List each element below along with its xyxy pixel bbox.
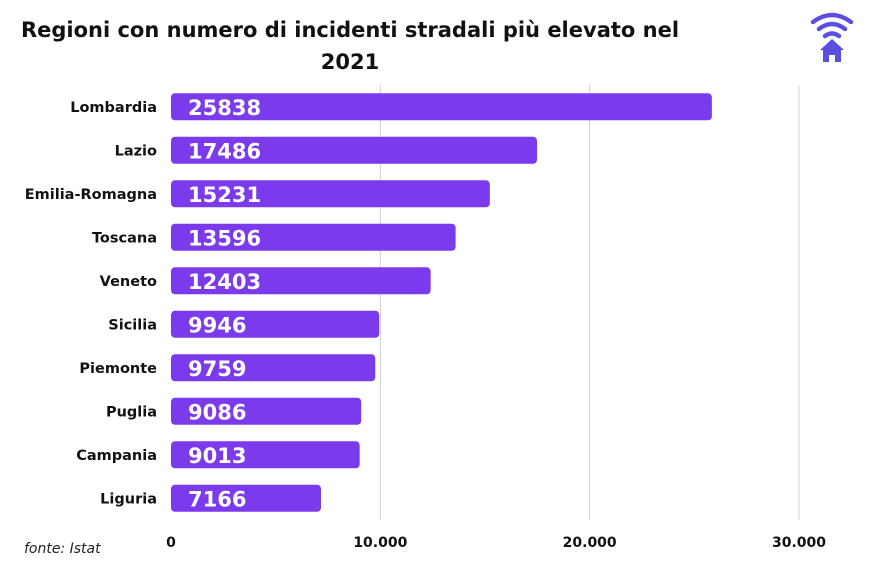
x-tick-label: 10.000 — [353, 535, 407, 551]
category-label: Piemonte — [79, 361, 157, 377]
x-tick-label: 20.000 — [563, 535, 617, 551]
bar — [171, 180, 490, 208]
chart-title: Regioni con numero di incidenti stradali… — [20, 18, 680, 74]
x-tick-label: 30.000 — [772, 535, 826, 551]
bar — [171, 354, 376, 382]
bar — [171, 267, 431, 295]
data-label: 9013 — [188, 444, 246, 468]
category-label: Liguria — [100, 491, 157, 507]
data-label: 9759 — [188, 357, 246, 381]
data-label: 12403 — [188, 270, 261, 294]
category-label: Sicilia — [108, 317, 157, 333]
bar — [171, 93, 712, 121]
data-label: 25838 — [188, 96, 261, 120]
wifi-home-icon — [810, 12, 854, 66]
category-label: Lombardia — [70, 100, 157, 116]
data-label: 9086 — [188, 400, 246, 424]
category-label: Lazio — [115, 143, 157, 159]
bar — [171, 397, 362, 425]
bar — [171, 484, 322, 512]
category-label: Campania — [76, 448, 157, 464]
data-label: 13596 — [188, 226, 261, 250]
data-label: 9946 — [188, 313, 246, 337]
category-label: Puglia — [106, 404, 157, 420]
data-label: 17486 — [188, 139, 261, 163]
category-label: Emilia-Romagna — [25, 187, 157, 203]
x-tick-label: 0 — [166, 535, 176, 551]
data-label: 15231 — [188, 183, 261, 207]
bar — [171, 136, 538, 164]
category-label: Toscana — [92, 230, 157, 246]
bar — [171, 223, 456, 251]
data-label: 7166 — [188, 487, 246, 511]
bar — [171, 441, 360, 469]
category-label: Veneto — [100, 274, 157, 290]
bar — [171, 310, 380, 338]
source-note: fonte: Istat — [24, 541, 101, 557]
